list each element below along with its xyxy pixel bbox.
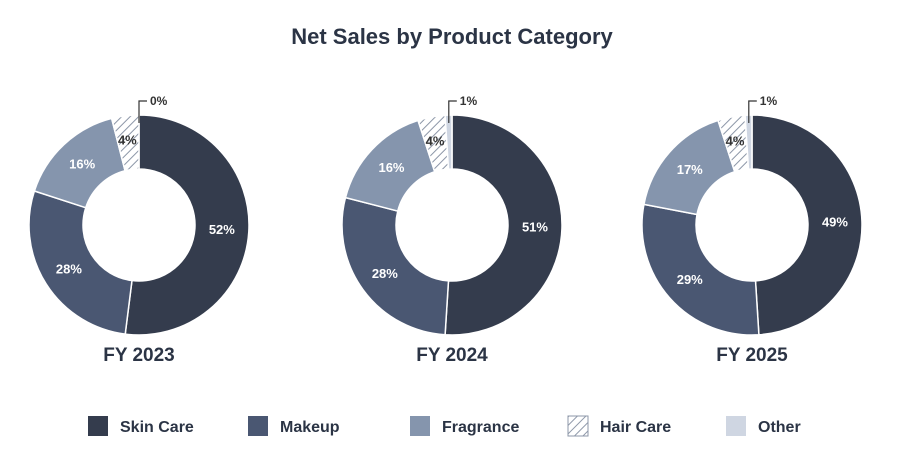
slice-other[interactable]: [744, 114, 753, 170]
chart-label-fy-2025: FY 2025: [716, 345, 788, 366]
leader-line-other: [138, 100, 147, 123]
legend-label-fragrance: Fragrance: [442, 419, 519, 436]
chart-label-fy-2023: FY 2023: [103, 345, 174, 366]
leader-line-other: [748, 100, 757, 124]
legend-item-other[interactable]: Other: [726, 416, 801, 436]
slice-makeup[interactable]: [341, 196, 450, 336]
data-label-makeup: 28%: [56, 261, 82, 276]
donut-fy-2023: 52% 28% 16% 4% 0% FY 2023: [28, 94, 250, 366]
slice-hair-care[interactable]: [110, 114, 140, 172]
legend-label-other: Other: [758, 419, 801, 436]
slice-makeup[interactable]: [641, 203, 760, 336]
data-label-other: 1%: [760, 94, 778, 108]
legend-item-fragrance[interactable]: Fragrance: [410, 416, 519, 436]
data-label-skin-care: 49%: [822, 214, 848, 229]
legend-swatch-skin-care: [88, 416, 108, 436]
data-label-skin-care: 51%: [522, 220, 548, 235]
slice-skin-care[interactable]: [444, 114, 563, 336]
legend-item-makeup[interactable]: Makeup: [248, 416, 340, 436]
data-label-fragrance: 17%: [677, 162, 703, 177]
legend-swatch-fragrance: [410, 416, 430, 436]
chart-label-fy-2024: FY 2024: [416, 345, 488, 366]
data-label-hair-care: 4%: [426, 134, 445, 149]
data-label-skin-care: 52%: [209, 222, 235, 237]
data-label-makeup: 29%: [677, 272, 703, 287]
slice-other[interactable]: [444, 114, 453, 170]
legend-item-hair-care[interactable]: Hair Care: [567, 415, 671, 437]
slice-makeup[interactable]: [28, 190, 133, 335]
slice-skin-care[interactable]: [124, 114, 250, 336]
legend-label-skin-care: Skin Care: [120, 419, 194, 436]
data-label-other: 1%: [460, 94, 478, 108]
legend-swatch-makeup: [248, 416, 268, 436]
legend-swatch-hair-care: [567, 415, 589, 437]
donut-fy-2025: 49% 29% 17% 4% 1% FY 2025: [641, 94, 863, 366]
chart-title: Net Sales by Product Category: [291, 24, 613, 49]
legend-swatch-other: [726, 416, 746, 436]
legend-label-makeup: Makeup: [280, 419, 340, 436]
data-label-fragrance: 16%: [69, 156, 95, 171]
data-label-other: 0%: [150, 94, 168, 108]
data-label-makeup: 28%: [372, 266, 398, 281]
donut-fy-2024: 51% 28% 16% 4% 1% FY 2024: [341, 94, 563, 366]
data-label-hair-care: 4%: [118, 133, 137, 148]
legend-item-skin-care[interactable]: Skin Care: [88, 416, 194, 436]
leader-line-other: [448, 100, 457, 124]
slice-skin-care[interactable]: [751, 114, 863, 336]
data-label-hair-care: 4%: [726, 134, 745, 149]
legend: Skin Care Makeup Fragrance Hair Care Other: [88, 415, 801, 437]
legend-label-hair-care: Hair Care: [600, 419, 671, 436]
data-label-fragrance: 16%: [378, 160, 404, 175]
